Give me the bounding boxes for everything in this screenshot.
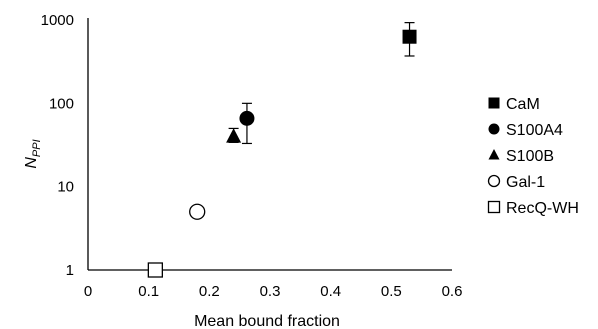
data-point-cam [402,29,417,44]
legend-item: S100A4 [488,122,563,139]
axes [87,18,452,271]
legend-label: Gal-1 [506,174,545,191]
legend-marker-s100b [488,148,500,160]
x-tick-label: 0.3 [260,283,281,300]
legend-marker-cam [488,97,500,109]
y-axis-title: NPPI [23,139,43,168]
x-tick-label: 0.4 [320,283,341,300]
y-tick-label: 1000 [41,12,74,29]
data-point-recq-wh [147,262,163,278]
legend-label: CaM [506,96,540,113]
x-tick-label: 0 [84,283,92,300]
legend-label: RecQ-WH [506,200,579,217]
y-axis-title-main: N [23,157,40,169]
legend: CaM S100A4 S100B Gal-1 RecQ-WH [487,96,579,217]
y-tick-label: 1 [66,262,74,279]
y-axis-title-subscript: PPI [31,139,43,157]
legend-item: RecQ-WH [487,200,579,217]
y-tick-labels: 1 10 100 1000 [41,12,74,279]
legend-marker-gal-1 [487,174,501,188]
legend-marker-recq-wh [487,200,501,214]
legend-label: S100B [506,148,554,165]
data-points [147,29,417,278]
x-tick-label: 0.2 [199,283,220,300]
legend-label: S100A4 [506,122,563,139]
y-tick-label: 100 [49,95,74,112]
legend-marker-s100a4 [488,123,500,135]
data-point-s100a4 [239,110,255,126]
x-tick-label: 0.6 [442,283,463,300]
x-tick-label: 0.5 [381,283,402,300]
data-point-gal-1 [189,203,206,220]
x-axis-title: Mean bound fraction [194,313,340,329]
error-bars [192,22,415,217]
data-point-s100b [226,128,242,143]
legend-item: CaM [488,96,540,113]
legend-item: Gal-1 [487,174,545,191]
x-tick-labels: 0 0.1 0.2 0.3 0.4 0.5 0.6 [84,283,463,300]
x-tick-label: 0.1 [138,283,159,300]
legend-item: S100B [488,148,554,165]
y-tick-label: 10 [57,179,74,196]
